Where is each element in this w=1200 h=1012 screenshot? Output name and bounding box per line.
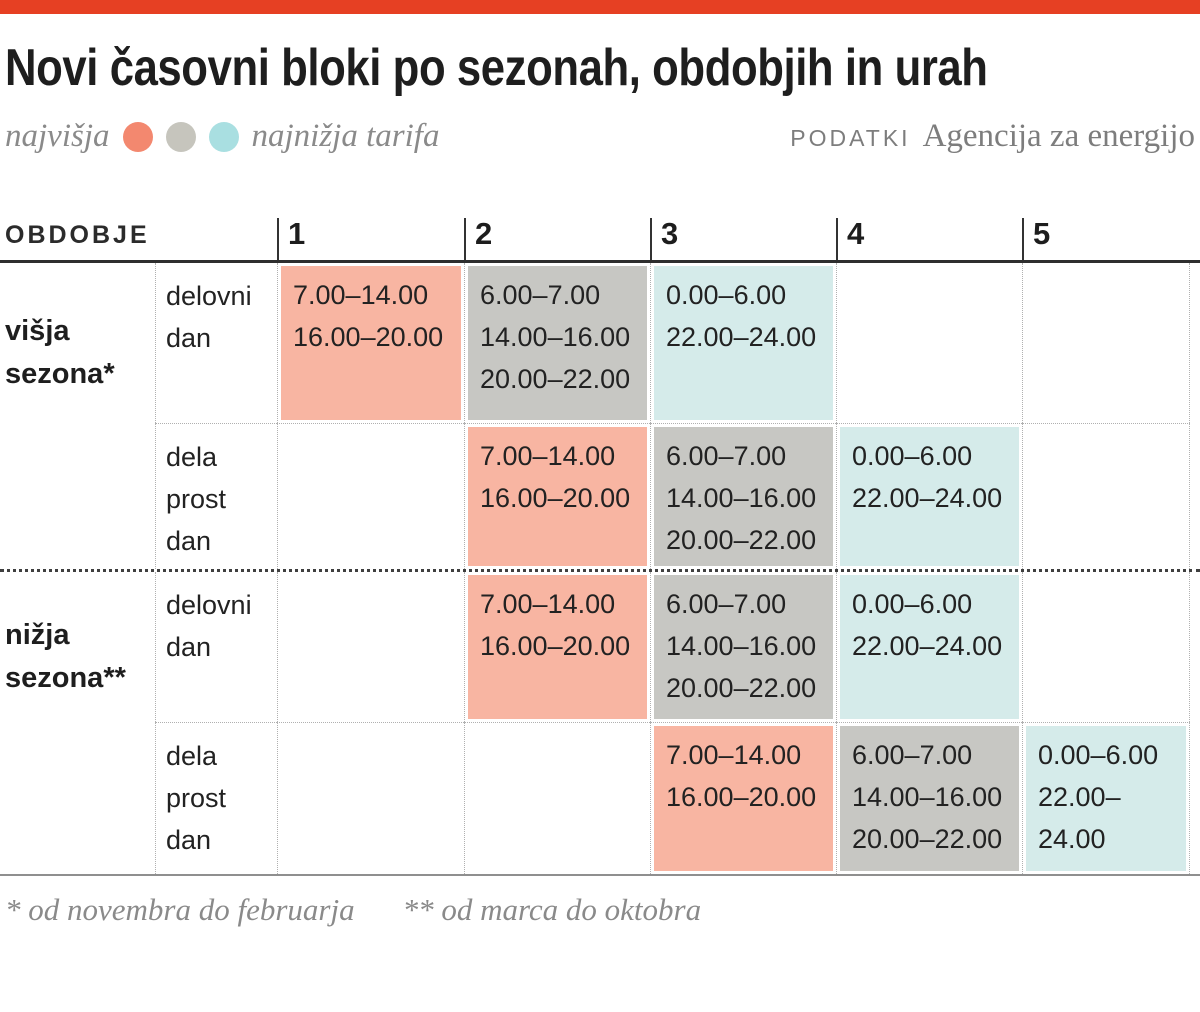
time-ranges: 6.00–7.00 14.00–16.00 20.00–22.00: [480, 280, 631, 394]
season-separator: [0, 569, 1200, 572]
tariff-cell-block2-empty: [464, 722, 650, 874]
season-label: višja sezona*: [5, 315, 115, 390]
source-value: Agencija za energijo: [922, 118, 1195, 154]
tariff-fill-highest: 7.00–14.00 16.00–20.00: [654, 726, 833, 871]
column-header-1: 1: [277, 218, 464, 260]
tariff-cell-block1-empty: [277, 722, 464, 874]
day-type-label: delovni dan: [166, 590, 252, 662]
header-rule: [0, 260, 1200, 263]
tariff-cell-block3: 6.00–7.00 14.00–16.00 20.00–22.00: [650, 423, 836, 569]
column-header-2: 2: [464, 218, 650, 260]
tariff-fill-lowest: 0.00–6.00 22.00–24.00: [1026, 726, 1186, 871]
time-ranges: 6.00–7.00 14.00–16.00 20.00–22.00: [852, 740, 1003, 854]
tariff-cell-block3: 0.00–6.00 22.00–24.00: [650, 263, 836, 423]
table-corner-label: OBDOBJE: [5, 221, 150, 249]
tariff-fill-middle: 6.00–7.00 14.00–16.00 20.00–22.00: [654, 575, 833, 719]
time-ranges: 6.00–7.00 14.00–16.00 20.00–22.00: [666, 589, 817, 703]
day-type-label: dela prost dan: [166, 741, 227, 855]
time-ranges: 0.00–6.00 22.00–24.00: [1038, 740, 1159, 854]
source-label: PODATKI: [790, 125, 911, 151]
season-label-cell: nižja sezona**: [0, 572, 155, 722]
tariff-cell-block1-empty: [277, 423, 464, 569]
time-ranges: 0.00–6.00 22.00–24.00: [666, 280, 817, 352]
tariff-fill-highest: 7.00–14.00 16.00–20.00: [468, 575, 647, 719]
tariff-fill-lowest: 0.00–6.00 22.00–24.00: [840, 575, 1019, 719]
day-type-label: dela prost dan: [166, 442, 227, 556]
tariff-cell-block2: 7.00–14.00 16.00–20.00: [464, 423, 650, 569]
footnote-high-season: * od novembra do februarja: [5, 892, 355, 927]
tariff-cell-block1: 7.00–14.00 16.00–20.00: [277, 263, 464, 423]
tariff-fill-lowest: 0.00–6.00 22.00–24.00: [654, 266, 833, 420]
footnotes: * od novembra do februarja ** od marca d…: [5, 892, 1200, 928]
tariff-cell-block5-empty: [1022, 423, 1190, 569]
legend-dot-highest-tariff: [122, 121, 153, 152]
tariff-legend: najvišja najnižja tarifa: [5, 118, 439, 155]
time-ranges: 0.00–6.00 22.00–24.00: [852, 589, 1003, 661]
table-row: dela prost dan 7.00–14.00 16.00–20.00 6.…: [0, 423, 1190, 569]
tariff-cell-block5-empty: [1022, 572, 1190, 722]
tariff-fill-highest: 7.00–14.00 16.00–20.00: [281, 266, 461, 420]
tariff-fill-middle: 6.00–7.00 14.00–16.00 20.00–22.00: [840, 726, 1019, 871]
tariff-cell-block2: 7.00–14.00 16.00–20.00: [464, 572, 650, 722]
data-source: PODATKI Agencija za energijo: [790, 118, 1195, 155]
day-type-cell: delovni dan: [155, 263, 277, 423]
time-ranges: 6.00–7.00 14.00–16.00 20.00–22.00: [666, 441, 817, 555]
column-header-4: 4: [836, 218, 1022, 260]
legend-row: najvišja najnižja tarifa PODATKI Agencij…: [5, 118, 1195, 155]
day-type-cell: dela prost dan: [155, 722, 277, 874]
tariff-cell-block5-empty: [1022, 263, 1190, 423]
table-row: nižja sezona** delovni dan 7.00–14.00 16…: [0, 572, 1190, 722]
tariff-cell-block2: 6.00–7.00 14.00–16.00 20.00–22.00: [464, 263, 650, 423]
tariff-cell-block4: 6.00–7.00 14.00–16.00 20.00–22.00: [836, 722, 1022, 874]
legend-label-highest: najvišja: [5, 118, 110, 154]
tariff-cell-block4-empty: [836, 263, 1022, 423]
tariff-fill-highest: 7.00–14.00 16.00–20.00: [468, 427, 647, 566]
legend-label-lowest: najnižja tarifa: [251, 118, 440, 154]
day-type-cell: delovni dan: [155, 572, 277, 722]
season-label-cell: [0, 423, 155, 569]
season-label-cell: [0, 722, 155, 874]
time-ranges: 0.00–6.00 22.00–24.00: [852, 441, 1003, 513]
footnote-low-season: ** od marca do oktobra: [402, 892, 702, 927]
time-ranges: 7.00–14.00 16.00–20.00: [480, 589, 631, 661]
tariff-cell-block5: 0.00–6.00 22.00–24.00: [1022, 722, 1190, 874]
table-header: OBDOBJE 1 2 3 4 5: [0, 198, 1190, 260]
tariff-cell-block3: 7.00–14.00 16.00–20.00: [650, 722, 836, 874]
column-header-5: 5: [1022, 218, 1190, 260]
season-label-cell: višja sezona*: [0, 263, 155, 423]
brand-bar: [0, 0, 1200, 14]
day-type-cell: dela prost dan: [155, 423, 277, 569]
time-ranges: 7.00–14.00 16.00–20.00: [293, 280, 444, 352]
tariff-cell-block4: 0.00–6.00 22.00–24.00: [836, 572, 1022, 722]
table-bottom-rule: [0, 874, 1200, 876]
time-ranges: 7.00–14.00 16.00–20.00: [480, 441, 631, 513]
time-ranges: 7.00–14.00 16.00–20.00: [666, 740, 817, 812]
legend-dot-middle-tariff: [165, 121, 196, 152]
tariff-cell-block4: 0.00–6.00 22.00–24.00: [836, 423, 1022, 569]
tariff-cell-block1-empty: [277, 572, 464, 722]
legend-dot-lowest-tariff: [208, 121, 239, 152]
day-type-label: delovni dan: [166, 281, 252, 353]
tariff-fill-middle: 6.00–7.00 14.00–16.00 20.00–22.00: [654, 427, 833, 566]
column-header-3: 3: [650, 218, 836, 260]
tariff-fill-lowest: 0.00–6.00 22.00–24.00: [840, 427, 1019, 566]
table-row: višja sezona* delovni dan 7.00–14.00 16.…: [0, 263, 1190, 423]
season-label: nižja sezona**: [5, 619, 126, 694]
page-title: Novi časovni bloki po sezonah, obdobjih …: [5, 39, 988, 97]
tariff-fill-middle: 6.00–7.00 14.00–16.00 20.00–22.00: [468, 266, 647, 420]
table-row: dela prost dan 7.00–14.00 16.00–20.00 6.…: [0, 722, 1190, 874]
tariff-cell-block3: 6.00–7.00 14.00–16.00 20.00–22.00: [650, 572, 836, 722]
